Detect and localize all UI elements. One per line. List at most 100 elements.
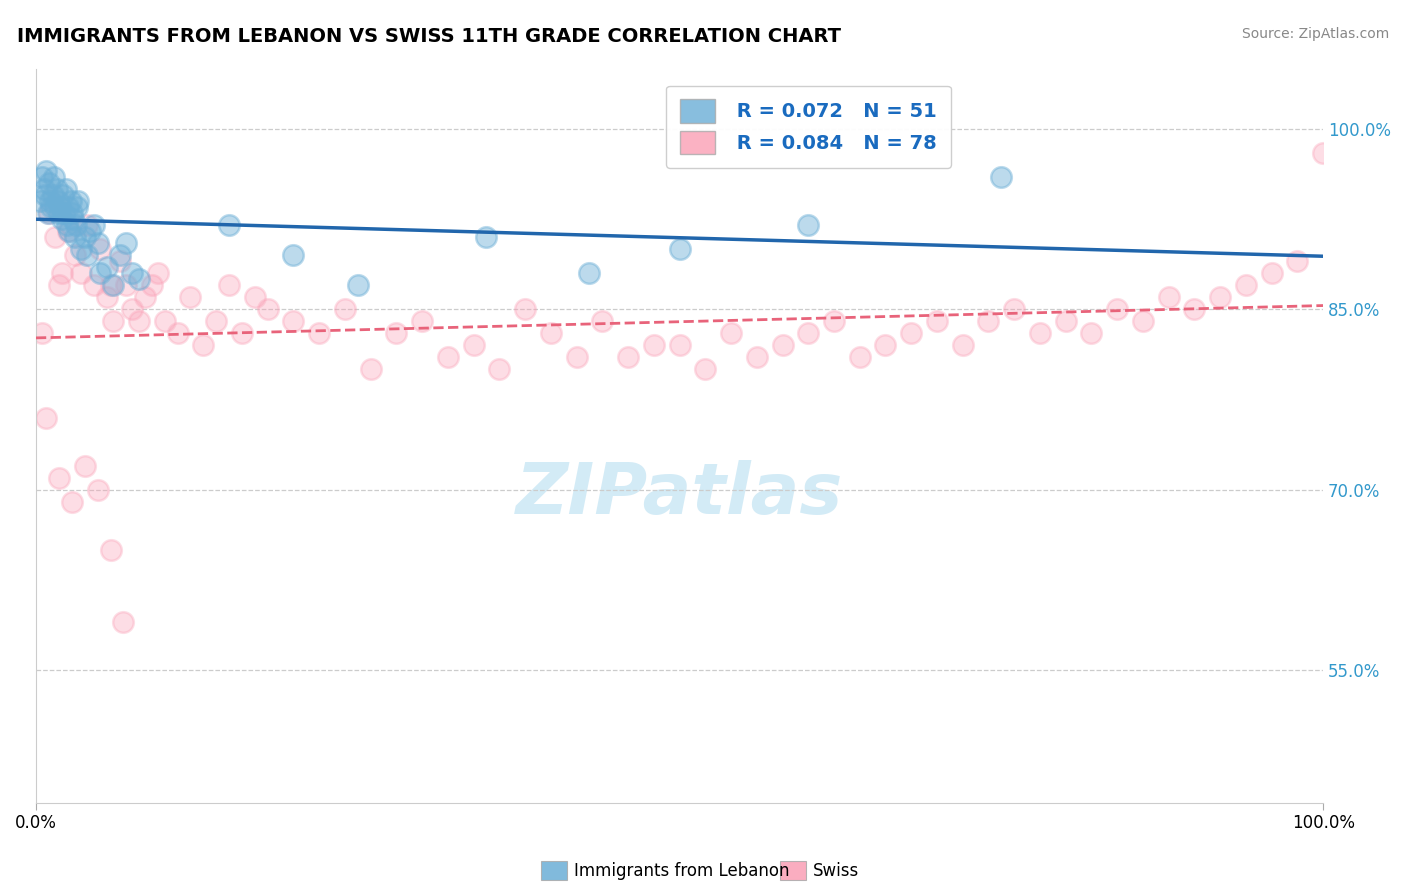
Point xyxy=(193,338,215,352)
Point xyxy=(463,338,485,352)
Point xyxy=(308,326,330,341)
Point xyxy=(87,235,110,250)
Point xyxy=(63,248,86,262)
Point xyxy=(231,326,253,341)
Point xyxy=(62,211,84,226)
Point xyxy=(51,211,73,226)
Point xyxy=(565,351,588,365)
Point xyxy=(668,338,690,352)
Point xyxy=(218,278,240,293)
Point xyxy=(87,483,110,497)
Point xyxy=(67,194,90,208)
Point xyxy=(37,206,59,220)
Point xyxy=(1184,302,1206,317)
Point xyxy=(35,163,58,178)
Point xyxy=(96,290,118,304)
Point xyxy=(488,362,510,376)
Point xyxy=(89,242,111,256)
Point xyxy=(952,338,974,352)
Point xyxy=(1260,266,1282,280)
Point xyxy=(63,230,86,244)
Point xyxy=(60,494,83,508)
Point xyxy=(56,218,79,232)
Point xyxy=(100,542,122,557)
Point xyxy=(772,338,794,352)
Point xyxy=(179,290,201,304)
Point xyxy=(411,314,433,328)
Point xyxy=(1234,278,1257,293)
Point xyxy=(1107,302,1129,317)
Point xyxy=(360,362,382,376)
Point xyxy=(48,471,70,485)
Point xyxy=(1080,326,1102,341)
Point xyxy=(990,169,1012,184)
Point xyxy=(60,206,83,220)
Point xyxy=(31,169,53,184)
Point xyxy=(256,302,278,317)
Point xyxy=(720,326,742,341)
Point xyxy=(44,230,66,244)
Point xyxy=(283,314,305,328)
Point xyxy=(59,194,82,208)
Point xyxy=(45,182,67,196)
Point xyxy=(153,314,176,328)
Point xyxy=(1286,254,1309,268)
Point xyxy=(925,314,948,328)
Point xyxy=(42,169,65,184)
Point xyxy=(51,266,73,280)
Point xyxy=(668,242,690,256)
Point xyxy=(1157,290,1180,304)
Point xyxy=(89,266,111,280)
Point xyxy=(41,187,63,202)
Point xyxy=(73,230,96,244)
Point xyxy=(745,351,768,365)
Point xyxy=(66,200,89,214)
Point xyxy=(35,410,58,425)
Point xyxy=(28,194,51,208)
Point xyxy=(1029,326,1052,341)
Point xyxy=(115,278,138,293)
Point xyxy=(243,290,266,304)
Point xyxy=(437,351,460,365)
Point xyxy=(83,218,105,232)
Point xyxy=(128,314,150,328)
Point xyxy=(70,242,93,256)
Point xyxy=(31,326,53,341)
Point xyxy=(65,218,87,232)
Point xyxy=(79,224,101,238)
Point xyxy=(32,182,55,196)
Point xyxy=(55,182,77,196)
Point xyxy=(128,272,150,286)
Point xyxy=(53,206,76,220)
Point xyxy=(823,314,845,328)
Point xyxy=(540,326,562,341)
Point xyxy=(1132,314,1154,328)
Point xyxy=(108,248,131,262)
Point xyxy=(115,235,138,250)
Point xyxy=(218,218,240,232)
Point xyxy=(695,362,717,376)
Point xyxy=(70,266,93,280)
Point xyxy=(100,278,122,293)
Point xyxy=(101,314,124,328)
Point xyxy=(848,351,870,365)
Legend:  R = 0.072   N = 51,  R = 0.084   N = 78: R = 0.072 N = 51, R = 0.084 N = 78 xyxy=(666,86,950,168)
Point xyxy=(513,302,536,317)
Point xyxy=(283,248,305,262)
Point xyxy=(148,266,170,280)
Point xyxy=(34,187,56,202)
Text: IMMIGRANTS FROM LEBANON VS SWISS 11TH GRADE CORRELATION CHART: IMMIGRANTS FROM LEBANON VS SWISS 11TH GR… xyxy=(17,27,841,45)
Point xyxy=(141,278,163,293)
Point xyxy=(46,194,69,208)
Point xyxy=(44,200,66,214)
Text: ZIPatlas: ZIPatlas xyxy=(516,459,844,529)
Point xyxy=(56,224,79,238)
Point xyxy=(643,338,665,352)
Point xyxy=(1209,290,1232,304)
Point xyxy=(333,302,356,317)
Point xyxy=(58,224,80,238)
Point xyxy=(101,278,124,293)
Point xyxy=(49,200,72,214)
Point xyxy=(38,206,60,220)
Point xyxy=(121,302,143,317)
